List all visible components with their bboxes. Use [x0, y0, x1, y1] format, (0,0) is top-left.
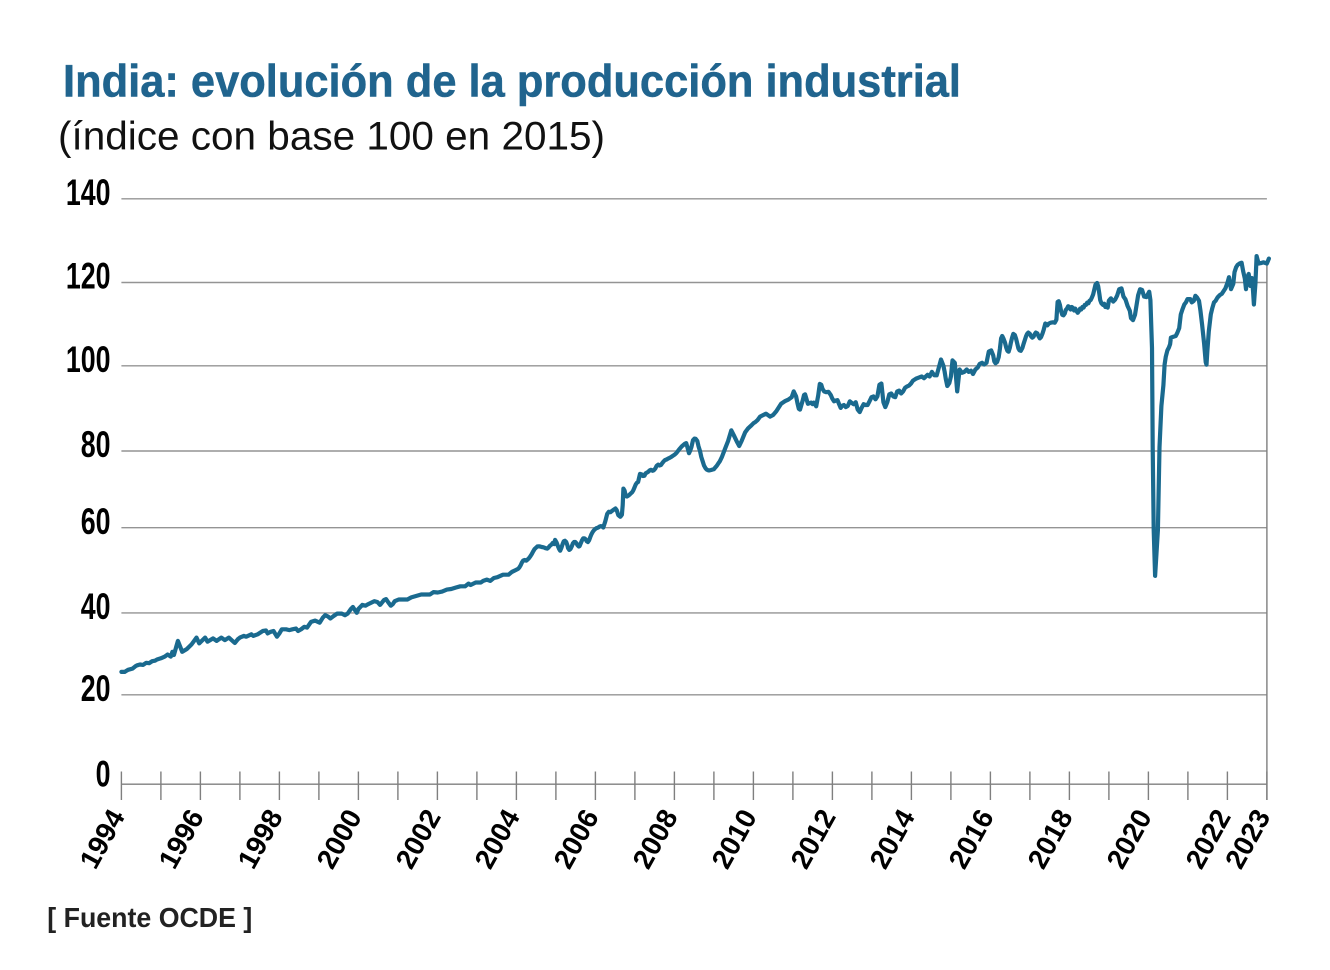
svg-text:120: 120	[66, 255, 111, 296]
svg-text:80: 80	[81, 424, 111, 465]
svg-text:1998: 1998	[232, 804, 289, 874]
svg-text:60: 60	[81, 501, 111, 542]
svg-text:40: 40	[81, 586, 111, 627]
svg-text:2004: 2004	[469, 804, 527, 874]
svg-text:2006: 2006	[548, 804, 605, 874]
svg-text:2012: 2012	[785, 804, 842, 874]
svg-text:2002: 2002	[390, 804, 447, 874]
svg-text:(índice con base 100 en 2015): (índice con base 100 en 2015)	[58, 114, 605, 158]
svg-text:1994: 1994	[74, 804, 132, 874]
svg-text:100: 100	[66, 339, 111, 380]
svg-text:2000: 2000	[311, 804, 368, 874]
svg-text:[ Fuente OCDE ]: [ Fuente OCDE ]	[47, 902, 252, 933]
svg-text:2016: 2016	[943, 804, 1000, 874]
svg-text:2008: 2008	[627, 804, 684, 874]
svg-text:0: 0	[96, 753, 111, 794]
svg-text:20: 20	[81, 668, 111, 709]
svg-text:2018: 2018	[1022, 804, 1079, 874]
svg-text:India: evolución de la producc: India: evolución de la producción indust…	[63, 56, 961, 107]
svg-text:140: 140	[66, 172, 111, 213]
svg-text:2010: 2010	[706, 804, 763, 874]
svg-text:2020: 2020	[1101, 804, 1158, 874]
svg-text:2014: 2014	[864, 804, 922, 874]
svg-text:1996: 1996	[153, 804, 210, 874]
